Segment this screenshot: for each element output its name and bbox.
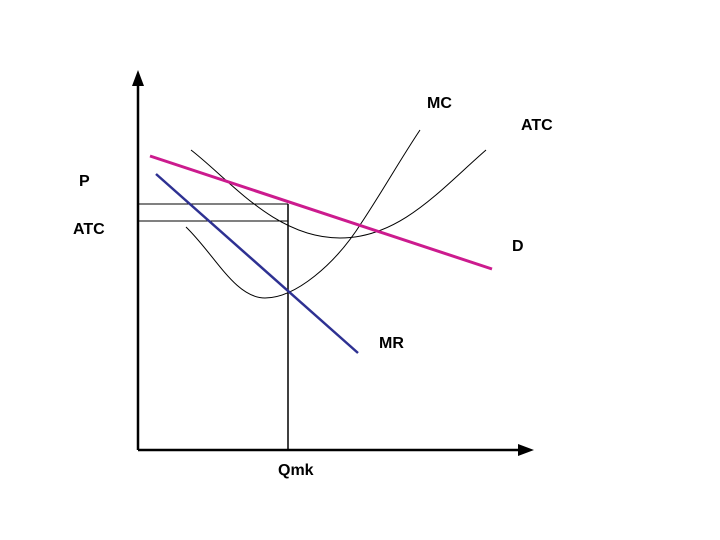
demand-curve <box>149 154 493 271</box>
y-axis-arrow <box>132 70 144 86</box>
mr-label: MR <box>379 335 404 352</box>
atc-curve-label: ATC <box>521 117 553 134</box>
mc-curve <box>185 129 421 299</box>
mc-label: MC <box>427 95 452 112</box>
price-axis-label: P <box>79 173 90 190</box>
quantity-label: Qmk <box>278 462 314 479</box>
mr-curve <box>155 173 359 354</box>
x-axis-arrow <box>518 444 534 456</box>
atc-axis-label: ATC <box>73 221 105 238</box>
demand-label: D <box>512 238 524 255</box>
atc-curve <box>190 149 487 239</box>
